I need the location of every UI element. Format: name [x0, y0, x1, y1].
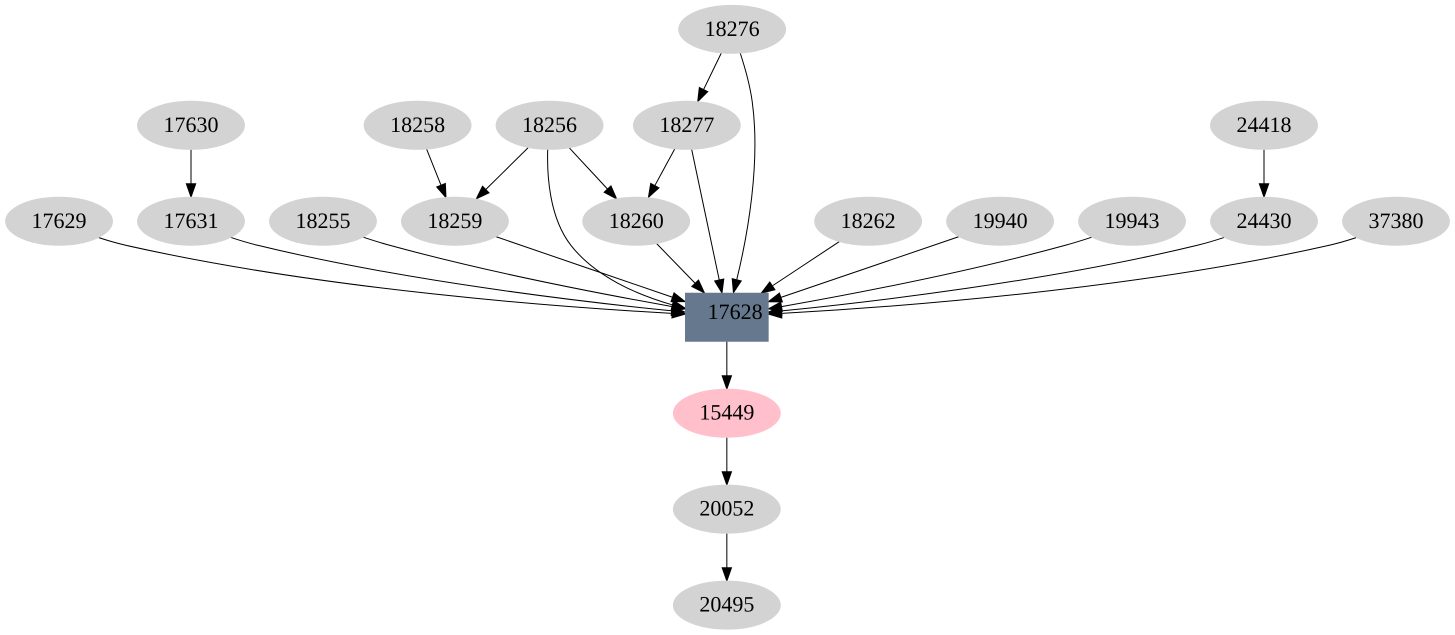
svg-text:18262: 18262 — [841, 208, 896, 233]
svg-text:19943: 19943 — [1105, 208, 1160, 233]
svg-text:37380: 37380 — [1368, 208, 1423, 233]
svg-text:20495: 20495 — [699, 592, 754, 617]
svg-text:20052: 20052 — [699, 496, 754, 521]
svg-text:18276: 18276 — [705, 16, 760, 41]
svg-text:18258: 18258 — [390, 112, 445, 137]
svg-text:17629: 17629 — [32, 208, 87, 233]
svg-text:18255: 18255 — [295, 208, 350, 233]
svg-text:17631: 17631 — [164, 208, 219, 233]
svg-text:17630: 17630 — [164, 112, 219, 137]
svg-text:18260: 18260 — [609, 208, 664, 233]
svg-text:18256: 18256 — [522, 112, 577, 137]
svg-text:17628: 17628 — [708, 299, 763, 324]
svg-text:24418: 24418 — [1237, 112, 1292, 137]
svg-text:18277: 18277 — [659, 112, 714, 137]
svg-text:24430: 24430 — [1237, 208, 1292, 233]
svg-text:18259: 18259 — [427, 208, 482, 233]
svg-text:19940: 19940 — [973, 208, 1028, 233]
svg-text:15449: 15449 — [699, 400, 754, 425]
